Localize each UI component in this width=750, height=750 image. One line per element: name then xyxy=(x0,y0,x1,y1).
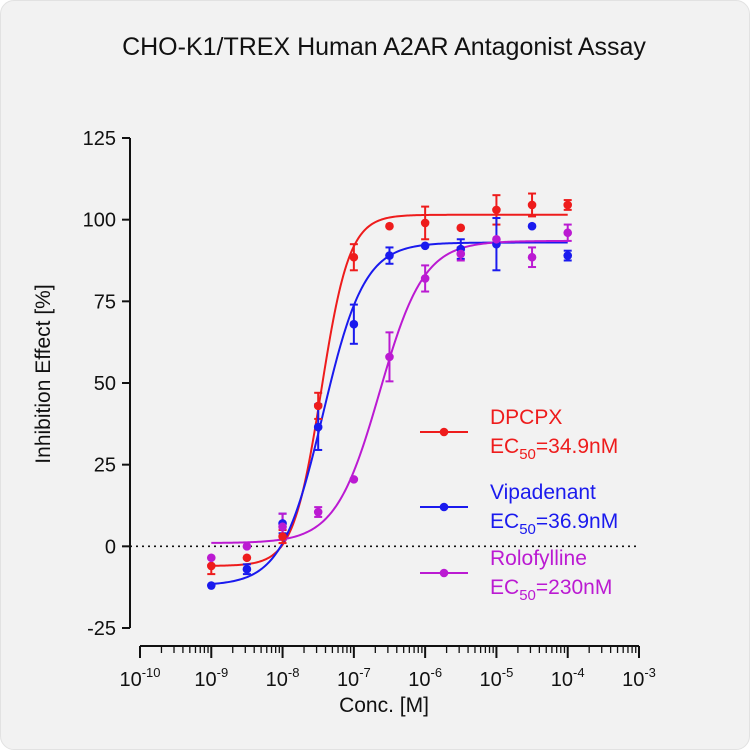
data-point-dpcpx xyxy=(563,200,573,210)
x-tick-exponent: -5 xyxy=(502,665,514,680)
ec50-subscript: 50 xyxy=(519,521,536,538)
y-tick-label: 0 xyxy=(105,536,116,558)
x-tick-label: 10-4 xyxy=(551,665,585,691)
ec50-subscript: 50 xyxy=(519,446,536,463)
x-axis-label: Conc. [M] xyxy=(339,694,429,717)
y-tick-label: 25 xyxy=(94,455,116,477)
legend-marker xyxy=(439,502,449,512)
data-point-vipadenant xyxy=(420,241,430,251)
data-point-dpcpx xyxy=(456,223,466,233)
x-tick-exponent: -10 xyxy=(142,665,161,680)
data-point-dpcpx xyxy=(385,221,394,231)
ec50-value: =230nM xyxy=(536,576,612,599)
x-tick-label: 10-7 xyxy=(337,665,371,691)
data-point-vipadenant xyxy=(527,221,537,231)
x-tick-base: 10 xyxy=(408,669,430,691)
data-point-vipadenant xyxy=(563,251,573,260)
x-tick-base: 10 xyxy=(194,669,216,691)
data-point-dpcpx xyxy=(242,553,252,563)
x-tick-base: 10 xyxy=(337,669,359,691)
legend-item-dpcpx: DPCPX EC50=34.9nM xyxy=(420,406,618,463)
legend-ec50-label: EC50=36.9nM xyxy=(490,510,618,538)
data-point-rolofylline xyxy=(242,542,252,551)
data-point-dpcpx xyxy=(278,532,287,541)
legend-marker xyxy=(439,427,449,437)
data-point-rolofylline xyxy=(420,274,430,283)
y-tick-label: 50 xyxy=(94,373,116,395)
x-tick-label: 10-10 xyxy=(119,665,160,691)
data-point-dpcpx xyxy=(206,561,216,571)
legend-item-vipadenant: Vipadenant EC50=36.9nM xyxy=(420,481,618,538)
y-tick-label: 125 xyxy=(83,128,116,150)
y-axis-label: Inhibition Effect [%] xyxy=(32,284,55,463)
x-tick-base: 10 xyxy=(119,669,141,691)
y-tick-label: -25 xyxy=(87,618,116,640)
legend-ec50-label: EC50=34.9nM xyxy=(490,435,618,463)
chart-title: CHO-K1/TREX Human A2AR Antagonist Assay xyxy=(122,33,646,61)
ec50-prefix: EC xyxy=(490,576,519,599)
x-tick-exponent: -4 xyxy=(573,665,585,680)
x-tick-label: 10-6 xyxy=(408,665,442,691)
x-tick-base: 10 xyxy=(622,669,644,691)
data-point-rolofylline xyxy=(313,507,323,517)
data-point-dpcpx xyxy=(349,252,359,262)
data-point-dpcpx xyxy=(420,218,430,228)
legend-marker xyxy=(439,568,449,578)
data-point-rolofylline xyxy=(385,352,394,362)
data-point-rolofylline xyxy=(563,228,573,238)
data-point-vipadenant xyxy=(313,422,323,432)
data-point-rolofylline xyxy=(492,234,501,244)
data-point-dpcpx xyxy=(527,200,537,210)
x-tick-exponent: -9 xyxy=(217,665,229,680)
legend-ec50-label: EC50=230nM xyxy=(490,576,612,604)
data-point-rolofylline xyxy=(456,249,466,259)
legend-item-rolofylline: Rolofylline EC50=230nM xyxy=(420,547,612,604)
x-tick-exponent: -6 xyxy=(430,665,442,680)
x-tick-label: 10-9 xyxy=(194,665,228,691)
legend-series-name: DPCPX xyxy=(490,406,562,429)
x-tick-label: 10-3 xyxy=(622,665,656,691)
x-tick-exponent: -8 xyxy=(288,665,300,680)
y-tick-label: 100 xyxy=(83,210,116,232)
legend-series-name: Vipadenant xyxy=(490,481,596,504)
data-point-vipadenant xyxy=(385,251,394,260)
data-point-rolofylline xyxy=(206,553,216,563)
ec50-prefix: EC xyxy=(490,510,519,533)
x-tick-base: 10 xyxy=(551,669,573,691)
legend: DPCPXEC50=34.9nMVipadenantEC50=36.9nMRol… xyxy=(420,406,618,604)
x-tick-label: 10-8 xyxy=(266,665,300,691)
fit-curve-dpcpx xyxy=(211,213,568,567)
ec50-subscript: 50 xyxy=(519,587,536,604)
data-point-dpcpx xyxy=(492,205,501,215)
data-point-dpcpx xyxy=(313,401,323,411)
ec50-prefix: EC xyxy=(490,435,519,458)
data-point-vipadenant xyxy=(242,564,252,574)
data-point-rolofylline xyxy=(349,475,359,484)
data-point-vipadenant xyxy=(206,581,216,590)
x-tick-label: 10-5 xyxy=(480,665,514,691)
data-point-rolofylline xyxy=(278,522,287,532)
data-point-vipadenant xyxy=(349,319,359,329)
x-tick-exponent: -3 xyxy=(644,665,656,680)
y-tick-label: 75 xyxy=(94,291,116,313)
data-point-rolofylline xyxy=(527,252,537,262)
x-tick-base: 10 xyxy=(480,669,502,691)
legend-series-name: Rolofylline xyxy=(490,547,587,570)
ec50-value: =34.9nM xyxy=(536,435,618,458)
ec50-value: =36.9nM xyxy=(536,510,618,533)
x-tick-exponent: -7 xyxy=(359,665,371,680)
x-tick-base: 10 xyxy=(266,669,288,691)
data-points xyxy=(206,200,573,590)
